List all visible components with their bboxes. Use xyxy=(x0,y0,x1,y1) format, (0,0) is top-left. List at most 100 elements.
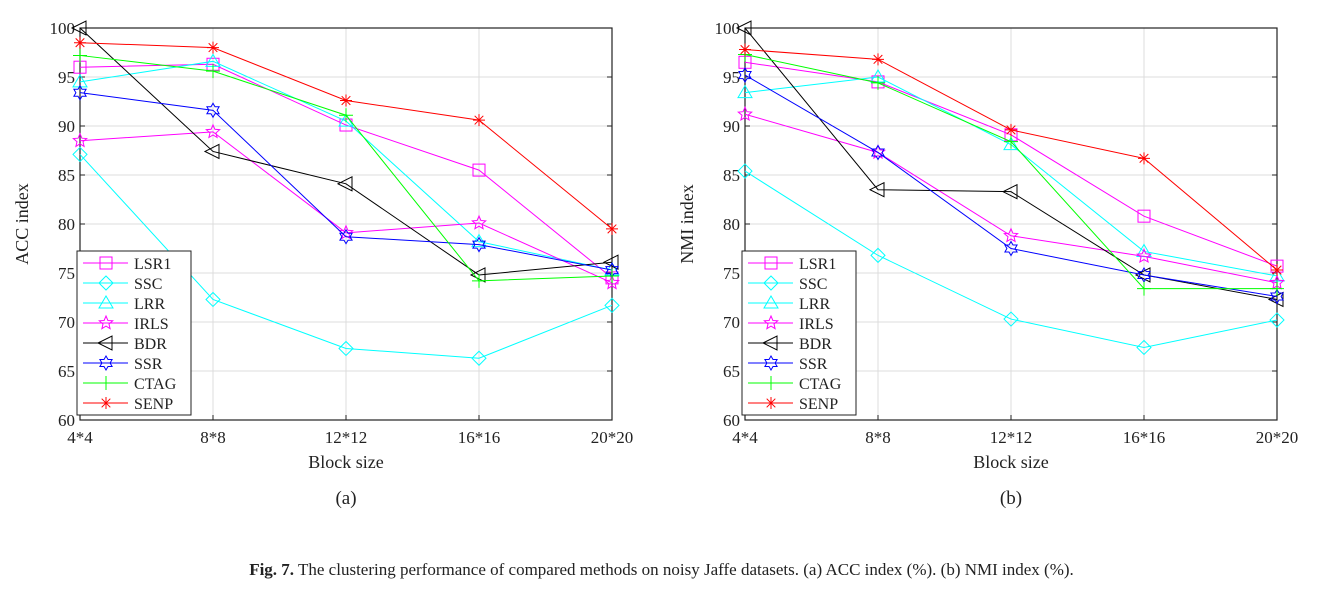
data-point-lrr xyxy=(1003,136,1019,151)
legend-marker-bdr xyxy=(761,335,778,351)
data-point-irls xyxy=(205,123,221,139)
data-point-bdr xyxy=(203,143,220,160)
y-tick-label: 85 xyxy=(723,166,740,185)
data-point-lrr xyxy=(737,84,753,99)
legend-label-lrr: LRR xyxy=(134,296,165,313)
y-tick-label: 60 xyxy=(58,411,75,430)
legend: LSR1 SSC LRR IRLS BDR SSR CTAG SENP xyxy=(76,250,192,416)
series-ctag xyxy=(73,48,619,288)
figure-caption: Fig. 7. The clustering performance of co… xyxy=(0,560,1323,580)
x-tick-label: 16*16 xyxy=(458,428,501,447)
data-point-ctag xyxy=(1137,281,1151,296)
legend-marker-ctag xyxy=(99,376,113,390)
panel-label: (a) xyxy=(335,488,356,509)
data-point-ssr xyxy=(206,102,220,119)
legend-label-ssc: SSC xyxy=(799,276,827,293)
data-point-ctag xyxy=(1270,281,1284,296)
y-tick-label: 65 xyxy=(58,362,75,381)
series-ssr xyxy=(73,84,619,279)
legend-label-lsr1: LSR1 xyxy=(799,256,836,273)
series-ssc xyxy=(737,163,1285,356)
y-tick-label: 85 xyxy=(58,166,75,185)
series-line-bdr xyxy=(79,27,613,276)
y-tick-label: 70 xyxy=(58,313,75,332)
x-tick-label: 16*16 xyxy=(1123,428,1166,447)
data-point-ssr xyxy=(73,84,87,101)
data-point-irls xyxy=(1136,248,1152,264)
data-point-bdr xyxy=(735,20,752,36)
x-tick-label: 8*8 xyxy=(865,428,891,447)
data-point-irls xyxy=(1003,227,1019,243)
legend-label-irls: IRLS xyxy=(799,316,834,333)
legend-label-senp: SENP xyxy=(799,396,838,413)
y-tick-label: 95 xyxy=(723,68,740,87)
data-point-senp xyxy=(74,36,86,49)
data-point-ssc xyxy=(604,297,620,314)
series-line-ssr xyxy=(744,74,1278,298)
y-tick-label: 100 xyxy=(50,19,76,38)
y-tick-label: 80 xyxy=(58,215,75,234)
data-point-ssr xyxy=(1004,240,1018,257)
legend-label-ctag: CTAG xyxy=(799,376,842,393)
data-point-senp xyxy=(872,53,884,66)
series-line-lsr1 xyxy=(79,63,613,279)
legend-label-bdr: BDR xyxy=(134,336,167,353)
legend-label-bdr: BDR xyxy=(799,336,832,353)
data-point-ssc xyxy=(72,146,88,163)
x-tick-label: 20*20 xyxy=(1256,428,1299,447)
legend-marker-ssr xyxy=(764,354,778,372)
data-point-ssr xyxy=(1270,288,1284,305)
data-point-lrr xyxy=(1269,267,1285,282)
data-point-irls xyxy=(338,224,354,240)
x-tick-label: 4*4 xyxy=(67,428,93,447)
data-point-lrr xyxy=(72,73,88,88)
data-point-ctag xyxy=(871,75,885,90)
chart-panel-acc: 60 65 70 75 80 85 90 95 100 4*4 8*8 12*12 16*16 20*20… xyxy=(12,19,633,509)
legend-label-ssr: SSR xyxy=(134,356,163,373)
y-tick-label: 80 xyxy=(723,215,740,234)
legend-marker-lrr xyxy=(98,295,114,309)
data-point-bdr xyxy=(1134,267,1151,283)
series-senp xyxy=(739,43,1283,277)
data-point-senp xyxy=(1271,264,1283,277)
y-tick-label: 60 xyxy=(723,411,740,430)
x-tick-label: 8*8 xyxy=(200,428,226,447)
data-point-senp xyxy=(340,94,352,107)
legend: LSR1 SSC LRR IRLS BDR SSR CTAG SENP xyxy=(741,250,857,416)
data-point-lsr1 xyxy=(1137,209,1151,223)
legend-box xyxy=(741,250,857,416)
legend-marker-irls xyxy=(763,314,779,330)
data-point-ssr xyxy=(738,66,752,83)
data-point-irls xyxy=(737,105,753,121)
legend-label-lrr: LRR xyxy=(799,296,830,313)
data-point-irls xyxy=(604,274,620,290)
x-axis-label: Block size xyxy=(973,452,1048,472)
data-point-lsr1 xyxy=(472,163,486,177)
data-point-irls xyxy=(471,214,487,230)
legend-marker-senp xyxy=(765,397,777,409)
x-tick-label: 12*12 xyxy=(325,428,368,447)
x-tick-label: 4*4 xyxy=(732,428,758,447)
data-point-ssc xyxy=(870,247,886,264)
chart-panel-nmi: 60 65 70 75 80 85 90 95 100 4*4 8*8 12*12 16*16 20*20… xyxy=(677,19,1298,509)
data-point-ctag xyxy=(339,108,353,123)
data-point-ssc xyxy=(1003,311,1019,327)
data-point-bdr xyxy=(868,181,885,198)
series-line-irls xyxy=(79,131,613,284)
data-point-ssr xyxy=(339,228,353,245)
data-point-ctag xyxy=(605,268,619,283)
data-point-senp xyxy=(739,43,751,56)
x-tick-label: 12*12 xyxy=(990,428,1033,447)
data-point-ssr xyxy=(472,236,486,253)
legend-marker-lrr xyxy=(763,295,779,309)
series-line-ssr xyxy=(79,92,613,271)
x-tick-label: 20*20 xyxy=(591,428,634,447)
legend-label-senp: SENP xyxy=(134,396,173,413)
legend-label-ctag: CTAG xyxy=(134,376,177,393)
data-point-ctag xyxy=(1004,134,1018,149)
y-tick-label: 70 xyxy=(723,313,740,332)
data-point-senp xyxy=(207,41,219,54)
legend-marker-ssr xyxy=(99,354,113,372)
data-point-irls xyxy=(72,132,88,148)
